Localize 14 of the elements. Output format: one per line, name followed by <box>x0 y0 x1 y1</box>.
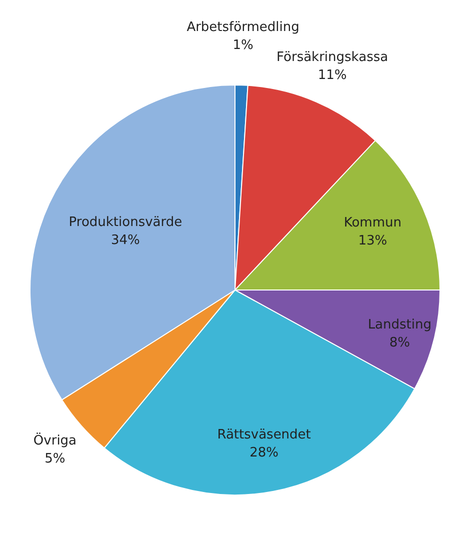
data-label: 8% <box>389 335 410 350</box>
slice-label: Produktionsvärde <box>68 214 182 230</box>
slice-label: Arbetsförmedling <box>186 20 300 36</box>
slice-label: Övriga <box>33 432 77 449</box>
data-label: 34% <box>111 232 140 248</box>
data-label: 11% <box>318 68 347 84</box>
data-label: 5% <box>44 452 66 467</box>
data-label: 1% <box>232 38 254 54</box>
slice-label: Kommun <box>344 215 402 230</box>
data-label: 28% <box>250 445 278 460</box>
slice-label: Landsting <box>368 317 432 332</box>
slice-label: Försäkringskassa <box>276 50 388 66</box>
slice-label: Rättsväsendet <box>217 427 311 442</box>
data-label: 13% <box>358 233 388 248</box>
